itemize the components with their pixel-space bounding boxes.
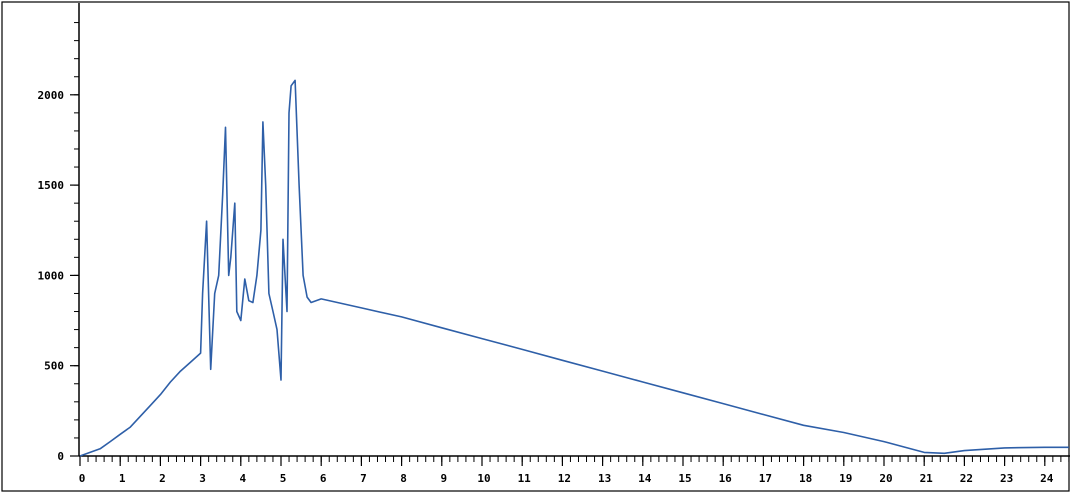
x-tick-label: 9 — [440, 472, 447, 485]
x-tick-label: 11 — [518, 472, 532, 485]
x-tick-label: 15 — [678, 472, 691, 485]
x-tick-label: 20 — [879, 472, 892, 485]
x-tick-label: 10 — [477, 472, 490, 485]
y-tick-label: 500 — [44, 360, 64, 373]
y-tick-label: 2000 — [38, 89, 65, 102]
x-tick-label: 0 — [79, 472, 86, 485]
x-tick-label: 24 — [1040, 472, 1054, 485]
x-axis-minor-ticks — [79, 456, 1070, 462]
x-tick-label: 3 — [199, 472, 206, 485]
x-tick-label: 2 — [159, 472, 166, 485]
x-tick-label: 18 — [799, 472, 812, 485]
x-tick-label: 14 — [638, 472, 652, 485]
x-tick-label: 1 — [119, 472, 126, 485]
x-tick-label: 23 — [1000, 472, 1013, 485]
x-tick-label: 19 — [839, 472, 852, 485]
x-tick-label: 6 — [320, 472, 327, 485]
x-tick-label: 5 — [280, 472, 287, 485]
y-axis-ticks: 0 500 1000 1500 2000 — [38, 89, 79, 463]
y-tick-label: 1500 — [38, 179, 65, 192]
x-axis-ticks: 0 1 2 3 4 5 6 7 8 9 10 11 12 13 14 15 16 17 18 19 20 21 22 23 24 — [79, 456, 1054, 485]
x-tick-label: 16 — [719, 472, 733, 485]
x-tick-label: 21 — [920, 472, 934, 485]
x-tick-label: 13 — [598, 472, 611, 485]
y-tick-label: 0 — [57, 450, 64, 463]
series-group — [79, 79, 1069, 457]
x-tick-label: 4 — [239, 472, 246, 485]
x-tick-label: 22 — [960, 472, 973, 485]
x-tick-label: 7 — [360, 472, 367, 485]
data-series-line — [79, 79, 1069, 457]
x-tick-label: 17 — [759, 472, 772, 485]
x-tick-label: 12 — [558, 472, 571, 485]
y-tick-label: 1000 — [38, 269, 65, 282]
x-tick-label: 8 — [400, 472, 407, 485]
